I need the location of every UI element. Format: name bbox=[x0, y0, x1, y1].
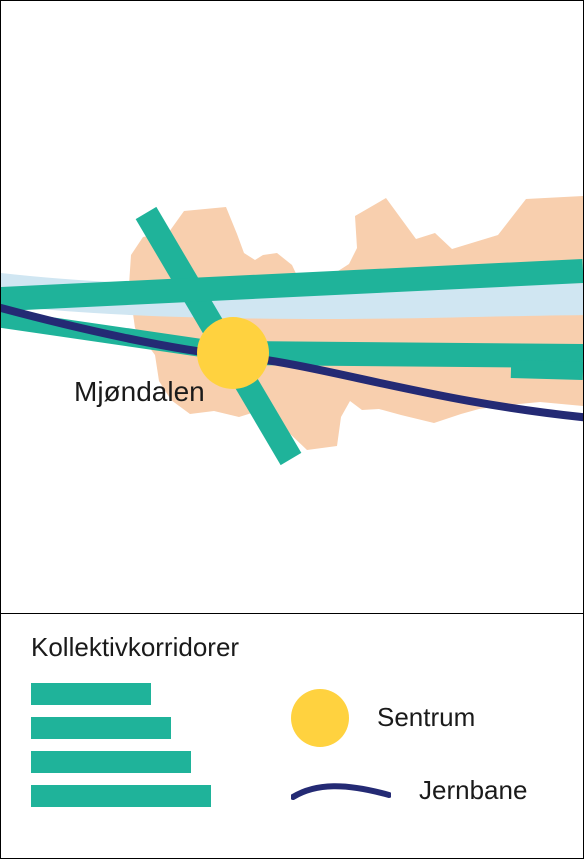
legend-railway-icon bbox=[291, 775, 391, 805]
legend-right-column: Sentrum Jernbane bbox=[291, 677, 553, 807]
legend-title: Kollektivkorridorer bbox=[31, 632, 553, 663]
legend-columns: Sentrum Jernbane bbox=[31, 677, 553, 807]
legend-corridor-swatch bbox=[31, 785, 211, 807]
map-panel: Mjøndalen bbox=[1, 1, 583, 613]
legend-panel: Kollektivkorridorer Sentrum Jernbane bbox=[1, 614, 583, 859]
centrum-node bbox=[197, 317, 269, 389]
legend-corridor-swatch bbox=[31, 751, 191, 773]
legend-centrum-icon bbox=[291, 689, 349, 747]
legend-corridor-swatch bbox=[31, 717, 171, 739]
map-svg: Mjøndalen bbox=[1, 1, 583, 613]
legend-corridor-swatch bbox=[31, 683, 151, 705]
legend-row-sentrum: Sentrum bbox=[291, 689, 553, 747]
corridor-line bbox=[236, 353, 583, 356]
legend-centrum-label: Sentrum bbox=[377, 702, 475, 733]
legend-railway-label: Jernbane bbox=[419, 775, 527, 806]
place-label-mjondalen: Mjøndalen bbox=[74, 376, 205, 407]
corridor-line bbox=[511, 369, 583, 371]
legend-row-jernbane: Jernbane bbox=[291, 775, 553, 806]
legend-corridor-swatches bbox=[31, 677, 291, 807]
figure-frame: Mjøndalen Kollektivkorridorer Sentrum Je… bbox=[0, 0, 584, 859]
